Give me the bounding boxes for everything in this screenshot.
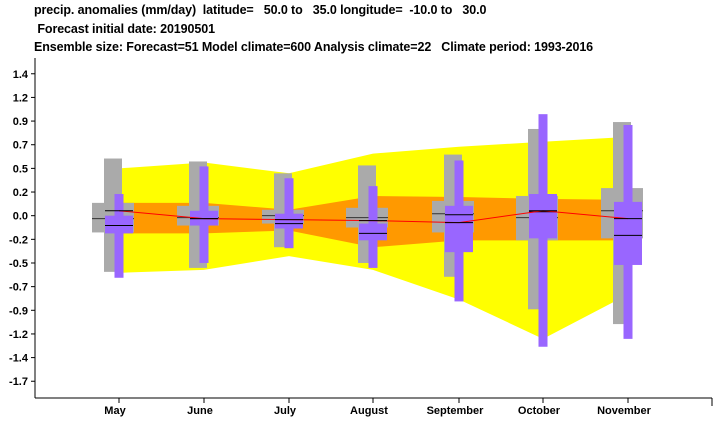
x-tick-label-august: August <box>350 405 388 417</box>
y-tick-label: 0.7 <box>13 140 28 152</box>
forecast-whisker-may <box>114 194 124 278</box>
y-tick-label: 0.5 <box>13 163 28 175</box>
chart-title-line-2: Forecast initial date: 20190501 <box>34 22 215 36</box>
x-tick-label-may: May <box>104 405 126 417</box>
x-tick-label-july: July <box>274 405 297 417</box>
x-tick-label-october: October <box>518 405 561 417</box>
x-tick-label-june: June <box>187 405 213 417</box>
y-tick-label: -1.2 <box>9 329 28 341</box>
forecast-whisker-july <box>284 178 294 249</box>
forecast-box-september <box>445 205 473 253</box>
forecast-box-may <box>105 215 133 234</box>
y-tick-label: -0.7 <box>9 282 28 294</box>
axes: 1.4 1.2 0.9 0.7 0.5 0.2 0.0 -0.2 -0.5 -0.7 -0.9 -1.… <box>9 58 713 417</box>
x-tick-label-september: September <box>427 405 485 417</box>
y-tick-label: -0.2 <box>9 234 28 246</box>
y-tick-label: 1.2 <box>13 92 28 104</box>
y-tick-label: -1.4 <box>9 353 29 365</box>
y-tick-label: -1.7 <box>9 376 28 388</box>
forecast-box-october <box>529 194 557 239</box>
chart-title-line-3: Ensemble size: Forecast=51 Model climate… <box>34 40 594 54</box>
forecast-box-august <box>359 223 387 241</box>
y-tick-label: 1.4 <box>13 69 29 81</box>
x-tick-label-november: November <box>597 405 652 417</box>
y-tick-label: 0.0 <box>13 211 28 223</box>
y-tick-label: 0.2 <box>13 187 28 199</box>
y-tick-label: 0.9 <box>13 116 28 128</box>
chart-title-line-1: precip. anomalies (mm/day) latitude= 50.… <box>34 3 487 17</box>
forecast-box-november <box>614 201 642 265</box>
y-tick-label: -0.9 <box>9 305 28 317</box>
forecast-mean-layer <box>105 210 642 224</box>
y-tick-label: -0.5 <box>9 258 28 270</box>
forecast-box-july <box>275 213 303 229</box>
box-plots <box>92 114 643 347</box>
